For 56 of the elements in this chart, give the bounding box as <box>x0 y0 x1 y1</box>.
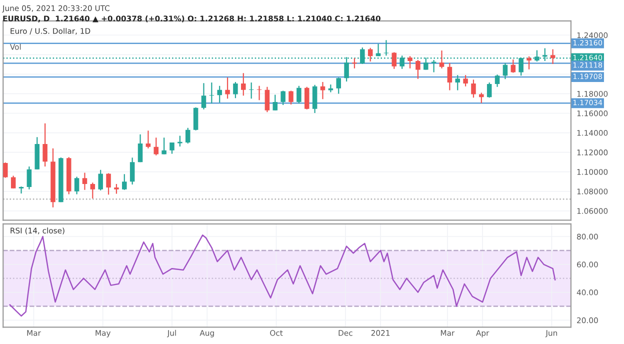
candlestick <box>146 130 151 149</box>
candlestick <box>510 58 516 74</box>
candlestick <box>209 82 214 104</box>
candlestick <box>42 122 48 168</box>
candlestick <box>304 86 310 110</box>
candlestick <box>416 59 420 80</box>
candlestick <box>114 183 119 194</box>
candlestick <box>463 74 468 87</box>
candlestick <box>82 172 88 190</box>
candlestick <box>248 82 254 100</box>
candlestick <box>494 74 500 88</box>
candlestick <box>185 127 190 144</box>
candlestick <box>26 166 32 190</box>
candlestick <box>312 84 318 114</box>
candlestick <box>217 85 222 104</box>
candlestick <box>352 58 357 69</box>
candlestick <box>439 50 444 69</box>
candlestick <box>296 85 302 104</box>
candlestick <box>98 169 103 191</box>
candlestick <box>233 81 238 99</box>
candlestick <box>241 72 246 96</box>
candlestick <box>225 76 230 100</box>
candlestick <box>550 48 556 65</box>
candlestick <box>162 137 166 155</box>
candlestick <box>384 40 389 56</box>
candlestick <box>74 176 80 195</box>
candlestick <box>264 86 270 113</box>
candlestick <box>10 175 16 189</box>
candlestick <box>280 90 286 106</box>
candlestick <box>130 157 135 186</box>
candlestick <box>122 174 127 190</box>
candlestick <box>170 142 174 154</box>
candlestick <box>320 81 326 100</box>
candlestick <box>256 85 262 101</box>
candlestick <box>368 47 373 62</box>
candlestick <box>336 77 341 94</box>
candlestick <box>272 94 278 111</box>
candlestick <box>408 56 412 69</box>
candlestick <box>106 172 111 196</box>
candlestick <box>455 74 460 91</box>
candlestick <box>447 62 452 91</box>
candlestick <box>479 92 484 104</box>
candlestick <box>201 82 206 110</box>
candlestick <box>18 186 24 194</box>
candlestick <box>502 62 508 80</box>
candlestick <box>471 79 476 98</box>
candlestick <box>3 162 8 178</box>
candlestick <box>90 182 96 200</box>
candlestick <box>288 90 294 106</box>
candlestick <box>193 106 198 131</box>
candlestick <box>138 134 143 163</box>
candlestick <box>486 82 492 98</box>
line-series <box>9 234 556 317</box>
candlestick <box>392 52 397 70</box>
candlestick <box>154 137 159 156</box>
candlestick <box>526 56 532 70</box>
